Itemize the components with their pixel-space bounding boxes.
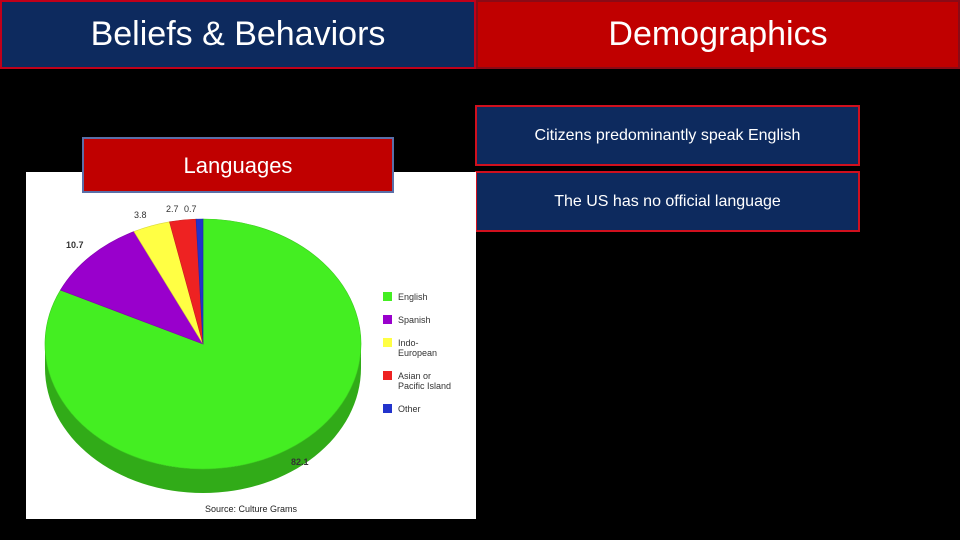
tab-demographics-label: Demographics [608,15,828,53]
legend-swatch-1 [383,315,392,324]
tab-beliefs-behaviors-label: Beliefs & Behaviors [90,15,386,53]
chart-panel: 82.1 10.7 3.8 2.7 0.7 English Spanish Indo- Euro… [26,172,476,519]
fact-card-english-text: Citizens predominantly speak English [534,126,801,144]
pie-side-0 [45,344,361,493]
legend-swatch-2 [383,338,392,347]
data-label-0: 82.1 [291,457,309,467]
chart-source: Source: Culture Grams [205,504,298,514]
data-label-4: 0.7 [184,204,197,214]
legend-label-1-0: Spanish [398,315,431,325]
languages-header: Languages [82,137,394,193]
legend-swatch-3 [383,371,392,380]
languages-header-label: Languages [183,153,293,178]
legend-label-3-1: Pacific Island [398,381,451,391]
fact-card-english: Citizens predominantly speak English [475,105,860,166]
data-label-3: 2.7 [166,204,179,214]
tab-demographics[interactable]: Demographics [476,0,960,69]
legend-label-2-1: European [398,348,437,358]
fact-card-official-language-text: The US has no official language [554,192,781,210]
legend-swatch-4 [383,404,392,413]
data-label-2: 3.8 [134,210,147,220]
pie-slice-4 [195,218,204,345]
legend-label-0-0: English [398,292,428,302]
pie-slice-1 [60,231,204,345]
language-pie-chart: 82.1 10.7 3.8 2.7 0.7 English Spanish Indo-Euro… [44,204,451,514]
tab-beliefs-behaviors[interactable]: Beliefs & Behaviors [0,0,476,69]
fact-card-official-language: The US has no official language [475,171,860,232]
data-label-1: 10.7 [66,240,84,250]
legend-swatch-0 [383,292,392,301]
legend-label-4-0: Other [398,404,421,414]
legend-label-2-0: Indo- [398,338,419,348]
legend-label-3-0: Asian or [398,371,431,381]
